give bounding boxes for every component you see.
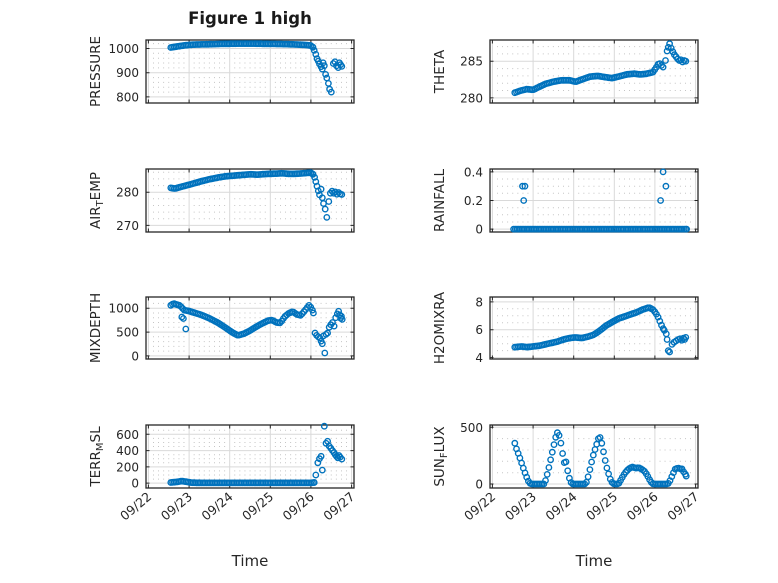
y-tick-label: 270 xyxy=(116,219,139,233)
x-tick-label: 09/24 xyxy=(542,489,579,524)
y-tick-label: 600 xyxy=(116,428,139,442)
ylabel-terr_msl: TERRMSL xyxy=(88,426,106,488)
x-tick-label: 09/25 xyxy=(239,489,276,524)
tick-marks xyxy=(146,297,354,359)
ylabel-pressure: PRESSURE xyxy=(88,36,104,107)
ylabel-h2omixra: H2OMIXRA xyxy=(432,291,448,364)
major-grid xyxy=(490,425,698,488)
x-tick-label: 09/23 xyxy=(158,489,195,524)
y-tick-label: 500 xyxy=(116,326,139,340)
series-air_temp xyxy=(167,169,346,221)
subplot-terr_msl: 0 200 400 600 09/22 09/23 09/24 09/25 09/26 09/27… xyxy=(88,422,358,524)
series-rainfall xyxy=(510,168,690,233)
y-tick-label: 200 xyxy=(116,460,139,474)
y-tick-label: 0.4 xyxy=(464,165,483,179)
tick-marks xyxy=(146,40,354,103)
y-tick-label: 800 xyxy=(116,90,139,104)
y-tick-label: 0 xyxy=(475,478,483,492)
axes-frame xyxy=(489,424,699,489)
subplot-sun_flux: 0 500 09/22 09/23 09/24 09/25 09/26 09/27 SUNFLU… xyxy=(432,421,702,524)
axes-frame xyxy=(145,424,355,489)
major-grid xyxy=(146,169,354,232)
xlabel-time-right: Time xyxy=(575,552,613,570)
series-terr_msl xyxy=(167,422,346,487)
major-grid xyxy=(146,40,354,103)
minor-grid xyxy=(153,429,347,480)
x-tick-label: 09/22 xyxy=(461,489,498,524)
y-tick-label: 1000 xyxy=(108,302,139,316)
minor-grid xyxy=(497,438,691,474)
minor-grid xyxy=(497,178,691,223)
tick-marks xyxy=(490,40,698,103)
x-tick-label: 09/22 xyxy=(117,489,154,524)
figure-title: Figure 1 high xyxy=(188,9,312,28)
tick-marks xyxy=(490,297,698,359)
series-mixdepth xyxy=(167,300,346,357)
y-tick-label: 0 xyxy=(475,223,483,237)
y-tick-label: 6 xyxy=(475,323,483,337)
y-tick-label: 1000 xyxy=(108,42,139,56)
x-tick-label: 09/24 xyxy=(198,489,235,524)
subplot-pressure: 800 900 1000 PRESSURE xyxy=(88,36,355,107)
x-tick-label: 09/27 xyxy=(320,489,357,524)
y-tick-label: 400 xyxy=(116,444,139,458)
minor-grid xyxy=(153,171,347,220)
x-tick-label: 09/23 xyxy=(502,489,539,524)
ylabel-air_temp: AIRTEMP xyxy=(88,172,106,229)
series-sun_flux xyxy=(511,429,690,488)
subplot-rainfall: 0 0.2 0.4 RAINFALL xyxy=(432,165,699,237)
series-theta xyxy=(511,40,690,97)
y-tick-label: 280 xyxy=(116,186,139,200)
x-tick-label: 09/26 xyxy=(280,489,317,524)
xlabel-time-left: Time xyxy=(231,552,269,570)
ylabel-rainfall: RAINFALL xyxy=(432,169,448,232)
x-tick-label: 09/25 xyxy=(583,489,620,524)
y-tick-label: 280 xyxy=(460,91,483,105)
minor-grid xyxy=(497,308,691,352)
ylabel-mixdepth: MIXDEPTH xyxy=(88,293,104,363)
axes-frame xyxy=(489,296,699,360)
subplot-air_temp: 270 280 AIRTEMP xyxy=(88,168,355,233)
subplot-mixdepth: 0 500 1000 MIXDEPTH xyxy=(88,293,355,363)
y-tick-label: 0 xyxy=(131,477,139,491)
axes-frame xyxy=(145,39,355,104)
tick-marks xyxy=(490,425,698,488)
axes-frame xyxy=(145,296,355,360)
y-tick-label: 285 xyxy=(460,55,483,69)
y-tick-label: 8 xyxy=(475,295,483,309)
ylabel-theta: THETA xyxy=(432,49,448,94)
series-pressure xyxy=(167,40,346,96)
subplot-h2omixra: 4 6 8 H2OMIXRA xyxy=(432,291,699,365)
y-tick-label: 4 xyxy=(475,351,483,365)
y-tick-label: 0.2 xyxy=(464,194,483,208)
axes-frame xyxy=(489,39,699,104)
major-grid xyxy=(490,297,698,359)
y-tick-label: 500 xyxy=(460,421,483,435)
axes-frame xyxy=(145,168,355,233)
x-tick-label: 09/26 xyxy=(624,489,661,524)
minor-grid xyxy=(153,43,347,93)
y-tick-label: 0 xyxy=(131,349,139,363)
major-grid xyxy=(490,40,698,103)
ylabel-sun_flux: SUNFLUX xyxy=(432,426,450,486)
y-tick-label: 900 xyxy=(116,66,139,80)
x-tick-label: 09/27 xyxy=(664,489,701,524)
series-h2omixra xyxy=(511,304,690,356)
subplot-theta: 280 285 THETA xyxy=(432,39,699,105)
